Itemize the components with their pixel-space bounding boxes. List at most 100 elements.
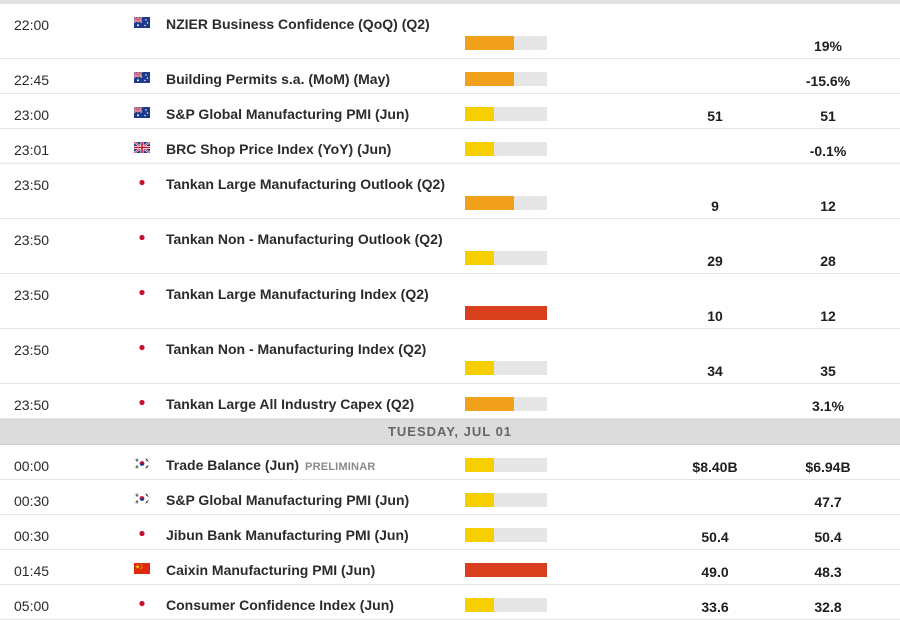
importance-meter <box>465 36 547 50</box>
event-time: 23:50 <box>14 397 50 413</box>
event-name-label[interactable]: Tankan Large Manufacturing Index (Q2) <box>166 286 429 302</box>
event-name[interactable]: Trade Balance (Jun) PRELIMINAR <box>166 457 376 473</box>
event-time: 23:50 <box>14 177 50 193</box>
event-name[interactable]: Tankan Non - Manufacturing Outlook (Q2) <box>166 231 443 247</box>
event-row[interactable]: 23:00 S&P Global Manufacturing PMI (Jun) 5… <box>0 94 900 129</box>
importance-fill <box>465 72 515 86</box>
event-name[interactable]: Consumer Confidence Index (Jun) <box>166 597 394 613</box>
importance-meter <box>465 196 547 210</box>
event-row[interactable]: 23:50 Tankan Large Manufacturing Outlook … <box>0 164 900 219</box>
importance-fill <box>465 142 494 156</box>
actual-value: 34 <box>707 363 723 379</box>
event-time: 23:50 <box>14 232 50 248</box>
event-time: 22:45 <box>14 72 50 88</box>
japan-flag-icon <box>134 596 150 609</box>
day-separator: TUESDAY, JUL 01 <box>0 419 900 445</box>
event-name-label[interactable]: Tankan Non - Manufacturing Index (Q2) <box>166 341 427 357</box>
importance-meter <box>465 598 547 612</box>
event-row[interactable]: 23:50 Tankan Large All Industry Capex (Q2… <box>0 384 900 419</box>
importance-fill <box>465 36 515 50</box>
event-name-label[interactable]: Jibun Bank Manufacturing PMI (Jun) <box>166 527 409 543</box>
event-time: 00:30 <box>14 528 50 544</box>
event-time: 23:50 <box>14 287 50 303</box>
importance-meter <box>465 361 547 375</box>
event-name-label[interactable]: Building Permits s.a. (MoM) (May) <box>166 71 391 87</box>
japan-flag-icon <box>134 395 150 408</box>
event-row[interactable]: 05:00 Consumer Confidence Index (Jun) 33.6… <box>0 585 900 620</box>
event-row[interactable]: 23:50 Tankan Non - Manufacturing Outlook … <box>0 219 900 274</box>
event-time: 22:00 <box>14 17 50 33</box>
event-name[interactable]: S&P Global Manufacturing PMI (Jun) <box>166 492 409 508</box>
event-name-label[interactable]: Tankan Non - Manufacturing Outlook (Q2) <box>166 231 443 247</box>
australia-flag-icon <box>133 105 150 118</box>
event-name[interactable]: Tankan Large Manufacturing Index (Q2) <box>166 286 429 302</box>
importance-fill <box>465 493 494 507</box>
importance-meter <box>465 251 547 265</box>
event-name[interactable]: Building Permits s.a. (MoM) (May) <box>166 71 390 87</box>
japan-flag-icon <box>134 175 150 188</box>
actual-value: 10 <box>707 308 723 324</box>
forecast-value: 48.3 <box>814 564 842 580</box>
japan-flag-icon <box>134 526 150 539</box>
event-row[interactable]: 23:01 BRC Shop Price Index (YoY) (Jun) -0.… <box>0 129 900 164</box>
event-row[interactable]: 00:30 S&P Global Manufacturing PMI (Jun) 4… <box>0 480 900 515</box>
event-name[interactable]: Jibun Bank Manufacturing PMI (Jun) <box>166 527 409 543</box>
forecast-value: -0.1% <box>809 143 847 159</box>
actual-value: 49.0 <box>701 564 729 580</box>
forecast-value: 12 <box>820 198 836 214</box>
importance-meter <box>465 142 547 156</box>
event-time: 23:01 <box>14 142 50 158</box>
event-name-label[interactable]: Tankan Large Manufacturing Outlook (Q2) <box>166 176 445 192</box>
importance-fill <box>465 251 494 265</box>
event-name-label[interactable]: S&P Global Manufacturing PMI (Jun) <box>166 492 410 508</box>
japan-flag-icon <box>134 285 150 298</box>
event-name[interactable]: Tankan Large All Industry Capex (Q2) <box>166 396 414 412</box>
event-time: 23:50 <box>14 342 50 358</box>
importance-meter <box>465 458 547 472</box>
event-name[interactable]: BRC Shop Price Index (YoY) (Jun) <box>166 141 391 157</box>
event-name-label[interactable]: Tankan Large All Industry Capex (Q2) <box>166 396 415 412</box>
event-name[interactable]: Tankan Non - Manufacturing Index (Q2) <box>166 341 426 357</box>
event-name-label[interactable]: Trade Balance (Jun) <box>166 457 300 473</box>
forecast-value: 50.4 <box>814 529 842 545</box>
event-row[interactable]: 00:00 Trade Balance (Jun) PRELIMINAR $8.40B… <box>0 445 900 480</box>
forecast-value: 28 <box>820 253 836 269</box>
event-name-label[interactable]: S&P Global Manufacturing PMI (Jun) <box>166 106 410 122</box>
event-name-label[interactable]: BRC Shop Price Index (YoY) (Jun) <box>166 141 392 157</box>
japan-flag-icon <box>134 340 150 353</box>
importance-meter <box>465 397 547 411</box>
event-time: 00:00 <box>14 458 50 474</box>
japan-flag-icon <box>134 230 150 243</box>
event-row[interactable]: 22:45 Building Permits s.a. (MoM) (May) -1… <box>0 59 900 94</box>
importance-fill <box>465 397 515 411</box>
importance-meter <box>465 528 547 542</box>
event-row[interactable]: 00:30 Jibun Bank Manufacturing PMI (Jun) 5… <box>0 515 900 550</box>
event-name-label[interactable]: Consumer Confidence Index (Jun) <box>166 597 394 613</box>
importance-fill <box>465 563 547 577</box>
event-time: 01:45 <box>14 563 50 579</box>
forecast-value: 47.7 <box>814 494 842 510</box>
event-name[interactable]: Tankan Large Manufacturing Outlook (Q2) <box>166 176 445 192</box>
event-name-label[interactable]: Caixin Manufacturing PMI (Jun) <box>166 562 376 578</box>
australia-flag-icon <box>133 70 150 83</box>
event-name[interactable]: NZIER Business Confidence (QoQ) (Q2) <box>166 16 430 32</box>
event-name[interactable]: Caixin Manufacturing PMI (Jun) <box>166 562 375 578</box>
event-row[interactable]: 23:50 Tankan Large Manufacturing Index (Q… <box>0 274 900 329</box>
event-name-label[interactable]: NZIER Business Confidence (QoQ) (Q2) <box>166 16 430 32</box>
economic-calendar-table: 22:00 NZIER Business Confidence (QoQ) (Q2… <box>0 4 900 620</box>
event-name[interactable]: S&P Global Manufacturing PMI (Jun) <box>166 106 409 122</box>
event-row[interactable]: 23:50 Tankan Non - Manufacturing Index (Q… <box>0 329 900 384</box>
events-group-before: 22:00 NZIER Business Confidence (QoQ) (Q2… <box>0 4 900 419</box>
importance-meter <box>465 72 547 86</box>
actual-value: 50.4 <box>701 529 729 545</box>
forecast-value: 12 <box>820 308 836 324</box>
south-korea-flag-icon <box>133 456 151 470</box>
importance-fill <box>465 458 494 472</box>
event-row[interactable]: 22:00 NZIER Business Confidence (QoQ) (Q2… <box>0 4 900 59</box>
importance-meter <box>465 107 547 121</box>
event-time: 00:30 <box>14 493 50 509</box>
events-group-after: 00:00 Trade Balance (Jun) PRELIMINAR $8.40B… <box>0 445 900 620</box>
forecast-value: 32.8 <box>814 599 842 615</box>
forecast-value: 3.1% <box>812 398 844 414</box>
event-row[interactable]: 01:45 Caixin Manufacturing PMI (Jun) 49.0 4… <box>0 550 900 585</box>
